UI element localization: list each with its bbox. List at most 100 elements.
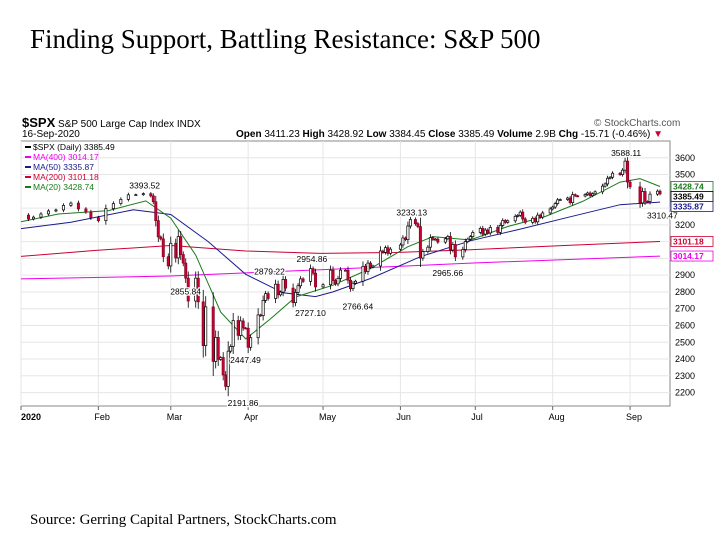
candlestick bbox=[558, 198, 562, 201]
candle-body bbox=[276, 283, 280, 296]
volume-value: 2.9B bbox=[535, 129, 556, 140]
candlestick bbox=[471, 230, 475, 239]
candle-body bbox=[601, 185, 605, 193]
candle-body bbox=[76, 202, 80, 210]
legend-entry: MA(200) 3101.18 bbox=[33, 172, 99, 182]
candle-body bbox=[618, 172, 622, 175]
candle-body bbox=[468, 236, 472, 240]
candle-body bbox=[346, 269, 350, 281]
candle-body bbox=[224, 374, 228, 387]
candle-body bbox=[181, 254, 185, 264]
candle-body bbox=[406, 225, 410, 240]
candlestick bbox=[181, 251, 185, 267]
candle-body bbox=[196, 277, 200, 303]
candle-body bbox=[398, 244, 402, 250]
candle-body bbox=[176, 236, 180, 259]
candle-body bbox=[446, 236, 450, 240]
candlestick bbox=[299, 276, 303, 289]
candlestick bbox=[603, 182, 607, 188]
value-tag-box bbox=[670, 250, 714, 262]
stockcharts-watermark: © StockCharts.com bbox=[594, 118, 681, 129]
candle-body bbox=[426, 246, 430, 252]
candlestick bbox=[388, 247, 392, 256]
candle-body bbox=[516, 214, 520, 217]
ma-line-ma200 bbox=[20, 241, 661, 257]
candle-body bbox=[513, 215, 517, 222]
x-tick-label: Mar bbox=[167, 412, 183, 422]
candle-body bbox=[628, 181, 632, 188]
candlestick bbox=[548, 206, 552, 215]
candle-body bbox=[388, 248, 392, 254]
price-annotation: 2965.66 bbox=[432, 268, 463, 278]
y-tick-label: 2600 bbox=[675, 320, 695, 330]
candle-body bbox=[281, 279, 285, 293]
candle-body bbox=[239, 320, 243, 336]
slide-title: Finding Support, Battling Resistance: S&… bbox=[30, 24, 541, 54]
candle-body bbox=[284, 279, 288, 289]
candle-body bbox=[498, 225, 502, 233]
candlestick bbox=[461, 246, 465, 260]
legend-entry: $SPX (Daily) 3385.49 bbox=[33, 142, 115, 152]
candle-body bbox=[301, 278, 305, 282]
candle-body bbox=[366, 262, 370, 272]
candlestick bbox=[301, 277, 305, 284]
candlestick bbox=[608, 175, 612, 180]
candlestick bbox=[69, 201, 73, 207]
candlestick bbox=[231, 312, 235, 354]
candle-body bbox=[403, 237, 407, 240]
candlestick bbox=[149, 192, 153, 198]
candle-body bbox=[378, 250, 382, 267]
candle-body bbox=[608, 176, 612, 179]
candlestick bbox=[371, 264, 375, 269]
value-tag: 3014.17 bbox=[673, 251, 704, 261]
candlestick bbox=[573, 193, 577, 198]
candle-body bbox=[401, 237, 405, 246]
candle-body bbox=[161, 238, 165, 258]
candle-body bbox=[294, 292, 298, 304]
candle-body bbox=[264, 293, 268, 301]
candle-body bbox=[428, 237, 432, 248]
candlestick bbox=[346, 266, 350, 284]
value-tag: 3101.18 bbox=[673, 236, 704, 246]
candlestick bbox=[593, 190, 597, 196]
candlestick bbox=[161, 233, 165, 263]
candle-body bbox=[119, 199, 123, 204]
candlestick bbox=[134, 193, 138, 197]
y-tick-label: 2800 bbox=[675, 287, 695, 297]
candle-body bbox=[179, 236, 183, 255]
candlestick bbox=[513, 214, 517, 223]
value-tag-box bbox=[670, 236, 714, 247]
candle-body bbox=[27, 214, 30, 220]
candle-body bbox=[638, 186, 642, 204]
candle-body bbox=[89, 211, 93, 218]
candle-body bbox=[159, 236, 163, 240]
candlestick bbox=[418, 217, 422, 267]
candle-body bbox=[541, 212, 545, 218]
candle-body bbox=[408, 219, 412, 227]
price-annotation: 3310.47 bbox=[647, 210, 678, 220]
ma-line-ma50 bbox=[20, 201, 661, 298]
candle-body bbox=[548, 208, 552, 214]
candlestick bbox=[401, 235, 405, 248]
candlestick bbox=[284, 276, 288, 292]
candle-body bbox=[551, 206, 555, 210]
candle-body bbox=[481, 228, 485, 235]
candle-body bbox=[361, 265, 365, 282]
price-annotation: 2191.86 bbox=[228, 398, 259, 408]
candlestick bbox=[46, 209, 50, 216]
candle-body bbox=[154, 201, 158, 222]
candle-body bbox=[536, 214, 540, 223]
open-value: 3411.23 bbox=[264, 129, 300, 140]
candlestick bbox=[154, 195, 158, 227]
candle-body bbox=[69, 202, 73, 206]
candle-body bbox=[349, 279, 352, 289]
candlestick bbox=[576, 194, 580, 198]
candle-body bbox=[211, 306, 215, 362]
candle-body bbox=[556, 199, 560, 204]
candle-body bbox=[501, 220, 505, 226]
candle-body bbox=[588, 192, 592, 197]
candle-body bbox=[104, 208, 108, 222]
candle-body bbox=[506, 220, 510, 223]
candle-body bbox=[566, 197, 570, 200]
